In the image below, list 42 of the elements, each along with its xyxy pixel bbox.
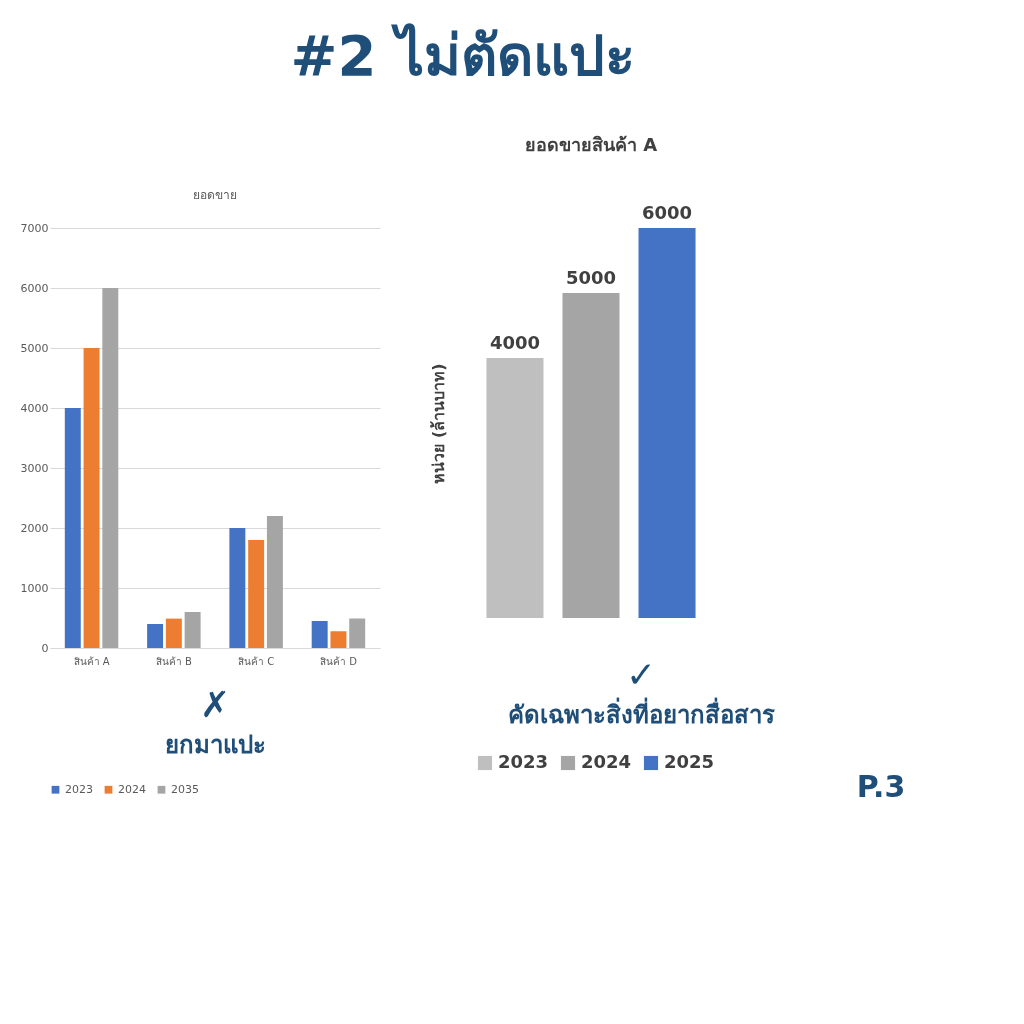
legend-label: 2023 [498,751,549,772]
text: ยกมาแปะ [164,731,266,759]
data-label: 5000 [565,267,617,288]
text: P.3 [856,769,906,804]
bar [248,540,265,648]
x-tick-label: สินค้า B [155,655,193,667]
y-tick-label: 6000 [20,281,49,295]
bar [147,624,164,648]
x-tick-label: สินค้า A [73,655,110,667]
y-axis-title: หน่วย (ล้านบาท) [428,363,448,484]
bar [311,621,328,648]
y-tick-label: 5000 [20,341,49,355]
text: คัดเฉพาะสิ่งที่อยากสื่อสาร [507,697,775,729]
y-tick-label: 3000 [20,461,49,475]
y-tick-label: 2000 [20,521,49,535]
bar [102,288,119,648]
text: ✓ [625,654,657,695]
x-tick-label: สินค้า D [320,655,358,667]
y-tick-label: 1000 [20,581,49,595]
x-tick-label: สินค้า C [238,655,275,667]
chart-title: ยอดขายสินค้า A [524,134,658,155]
legend-label: 2024 [118,782,146,796]
text: ✗ [199,684,231,725]
y-tick-label: 0 [41,641,49,655]
bar [184,612,201,648]
bar [266,516,283,648]
chart-title: ยอดขาย [193,188,237,202]
bar [165,618,182,648]
data-label: 6000 [641,202,693,223]
bar [83,348,100,648]
bar [349,618,366,648]
legend-label: 2035 [171,782,199,796]
legend-label: 2023 [65,782,93,796]
legend-label: 2024 [581,751,632,772]
legend-label: 2025 [664,751,715,772]
bar [229,528,246,648]
bar [330,631,347,648]
bar [64,408,81,648]
data-label: 4000 [489,332,541,353]
y-tick-label: 4000 [20,401,49,415]
text: #2 ไม่ตัดแปะ [290,23,635,88]
y-tick-label: 7000 [20,221,49,235]
